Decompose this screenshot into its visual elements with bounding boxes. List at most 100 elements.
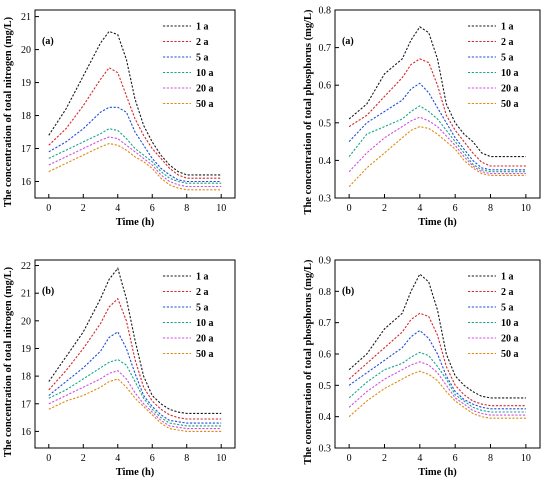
x-tick-label: 0 — [46, 453, 51, 464]
plot-frame — [334, 9, 541, 199]
y-tick-label: 0.7 — [319, 43, 332, 54]
y-axis-label: The concentration of total phosphorus (m… — [303, 9, 314, 215]
legend-label: 50 a — [501, 99, 519, 110]
legend-label: 5 a — [501, 53, 514, 64]
series-line-10a — [48, 358, 222, 427]
y-tick-label: 0.3 — [319, 194, 332, 205]
legend-label: 20 a — [501, 84, 519, 95]
y-tick-label: 0.4 — [319, 412, 332, 423]
legend-label: 5 a — [196, 53, 209, 64]
series-line-1a — [348, 273, 526, 399]
legend-label: 10 a — [501, 68, 519, 79]
x-tick-label: 8 — [488, 203, 493, 214]
x-tick-label: 0 — [46, 203, 51, 214]
chart-panel-1: 0 2 4 6 8 10 16 17 18 19 20 21 Time (h) The concentra… — [3, 9, 236, 228]
x-tick-label: 10 — [521, 203, 531, 214]
x-tick-label: 10 — [521, 453, 531, 464]
x-axis-label: Time (h) — [116, 217, 155, 228]
y-tick-label: 21 — [21, 12, 31, 23]
x-axis-label: Time (h) — [116, 467, 155, 478]
series-line-1a — [48, 30, 222, 176]
y-tick-label: 0.6 — [319, 81, 332, 92]
series-line-1a — [348, 26, 526, 158]
x-tick-label: 10 — [216, 203, 226, 214]
y-axis-label: The concentration of total nitrogen (mg/… — [3, 16, 14, 207]
y-tick-label: 0.8 — [319, 6, 332, 17]
series-line-10a — [48, 128, 222, 184]
y-tick-label: 17 — [21, 144, 31, 155]
panel-label: (b) — [42, 286, 54, 297]
y-tick-label: 18 — [21, 372, 31, 383]
chart-panel-4: 0 2 4 6 8 10 0.3 0.4 0.5 0.6 0.7 0.8 0.9 Time (h) The … — [303, 256, 541, 478]
x-tick-label: 2 — [382, 453, 387, 464]
series-line-2a — [348, 58, 526, 167]
x-tick-label: 8 — [184, 453, 189, 464]
legend-label: 2 a — [196, 287, 209, 298]
y-tick-label: 19 — [21, 78, 31, 89]
x-tick-label: 4 — [115, 203, 120, 214]
series-line-5a — [48, 331, 222, 424]
x-tick-label: 4 — [115, 453, 120, 464]
series-line-20a — [48, 136, 222, 188]
legend-label: 10 a — [501, 318, 519, 329]
y-tick-label: 16 — [21, 427, 31, 438]
x-tick-label: 6 — [150, 453, 155, 464]
y-tick-label: 0.5 — [319, 381, 332, 392]
x-tick-label: 4 — [417, 453, 422, 464]
y-tick-label: 0.9 — [319, 256, 332, 267]
legend-label: 20 a — [196, 84, 214, 95]
y-tick-label: 0.8 — [319, 287, 332, 298]
legend-label: 2 a — [501, 37, 514, 48]
legend-label: 50 a — [196, 99, 214, 110]
x-tick-label: 0 — [347, 203, 352, 214]
panel-label: (a) — [342, 36, 354, 47]
x-tick-label: 6 — [453, 453, 458, 464]
chart-panel-2: 0 2 4 6 8 10 0.3 0.4 0.5 0.6 0.7 0.8 Time (h) The con… — [303, 6, 541, 228]
legend-label: 10 a — [196, 68, 214, 79]
y-tick-label: 18 — [21, 111, 31, 122]
y-tick-label: 0.5 — [319, 118, 332, 129]
x-tick-label: 6 — [453, 203, 458, 214]
y-axis-label: The concentration of total nitrogen (mg/… — [3, 266, 14, 457]
series-line-50a — [348, 126, 526, 188]
y-tick-label: 0.4 — [319, 156, 332, 167]
series-line-10a — [348, 105, 526, 173]
y-tick-label: 19 — [21, 344, 31, 355]
x-tick-label: 2 — [382, 203, 387, 214]
series-line-50a — [48, 143, 222, 191]
plot-frame — [34, 259, 236, 449]
plot-frame — [34, 9, 236, 199]
legend-label: 50 a — [501, 349, 519, 360]
x-tick-label: 8 — [488, 453, 493, 464]
panel-label: (b) — [342, 286, 354, 297]
x-tick-label: 8 — [184, 203, 189, 214]
series-line-5a — [48, 106, 222, 183]
series-line-20a — [348, 361, 526, 416]
series-line-50a — [48, 378, 222, 432]
series-line-5a — [348, 82, 526, 171]
legend-label: 1 a — [196, 272, 209, 283]
legend-label: 50 a — [196, 349, 214, 360]
y-axis-label: The concentration of total phosphorus (m… — [303, 259, 314, 465]
series-line-1a — [48, 267, 222, 414]
y-tick-label: 16 — [21, 177, 31, 188]
x-axis-label: Time (h) — [418, 217, 457, 228]
series-line-5a — [348, 329, 526, 410]
chart-panel-3: 0 2 4 6 8 10 16 17 18 19 20 21 22 Time (h) The concent… — [3, 259, 236, 478]
legend-label: 5 a — [501, 303, 514, 314]
series-line-2a — [48, 297, 222, 420]
x-tick-label: 4 — [417, 203, 422, 214]
y-tick-label: 21 — [21, 289, 31, 300]
series-line-2a — [348, 312, 526, 407]
legend-label: 10 a — [196, 318, 214, 329]
series-line-50a — [348, 370, 526, 419]
x-tick-label: 10 — [216, 453, 226, 464]
legend-label: 5 a — [196, 303, 209, 314]
y-tick-label: 0.6 — [319, 350, 332, 361]
y-tick-label: 22 — [21, 261, 31, 272]
legend-label: 1 a — [501, 22, 514, 33]
x-tick-label: 6 — [150, 203, 155, 214]
x-tick-label: 2 — [81, 203, 86, 214]
y-tick-label: 20 — [21, 316, 31, 327]
